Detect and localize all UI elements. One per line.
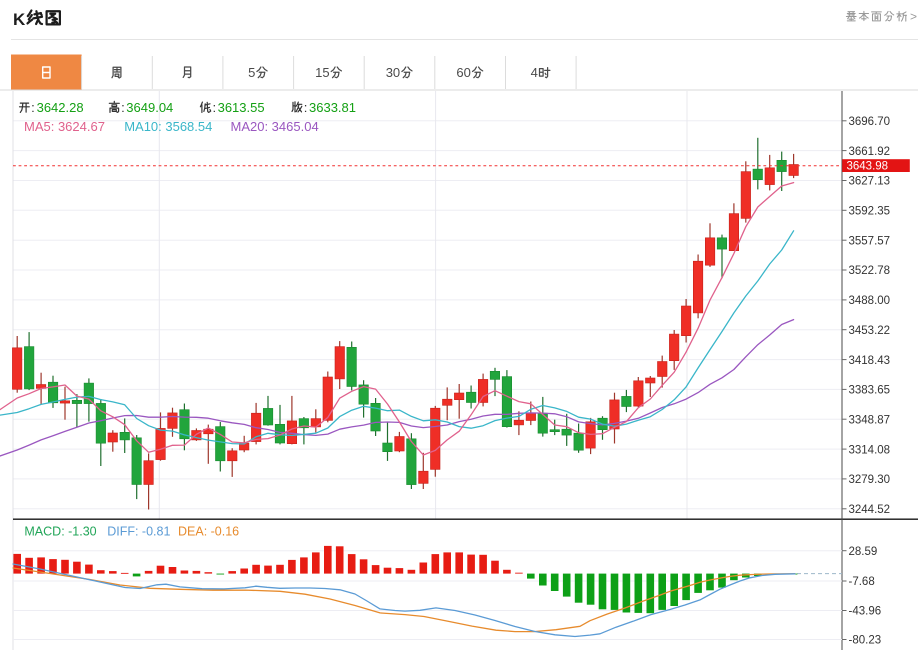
svg-text:MA20: 3465.04: MA20: 3465.04	[231, 119, 319, 134]
svg-text:3522.78: 3522.78	[849, 265, 891, 277]
svg-text:MACD: -1.30: MACD: -1.30	[24, 525, 96, 539]
svg-text::: :	[31, 100, 35, 115]
svg-text:MA5: 3624.67: MA5: 3624.67	[24, 119, 105, 134]
svg-text:-7.68: -7.68	[849, 576, 875, 588]
svg-text::: :	[304, 100, 308, 115]
svg-text:3418.43: 3418.43	[849, 355, 891, 367]
svg-text::: :	[121, 100, 125, 115]
svg-text:3649.04: 3649.04	[126, 100, 173, 115]
svg-text:3661.92: 3661.92	[849, 146, 891, 158]
svg-text:>: >	[910, 10, 917, 24]
svg-text:3244.52: 3244.52	[849, 504, 891, 516]
svg-text:3643.98: 3643.98	[847, 161, 889, 173]
svg-text:3383.65: 3383.65	[849, 385, 891, 397]
svg-text:3488.00: 3488.00	[849, 295, 891, 307]
svg-text:MA10: 3568.54: MA10: 3568.54	[124, 119, 212, 134]
svg-text:-43.96: -43.96	[849, 606, 882, 618]
svg-text:3633.81: 3633.81	[309, 100, 356, 115]
svg-text:3592.35: 3592.35	[849, 206, 891, 218]
svg-text:3557.57: 3557.57	[849, 235, 891, 247]
svg-text:15: 15	[315, 65, 329, 80]
svg-text:5: 5	[248, 65, 255, 80]
svg-text:K: K	[13, 10, 26, 29]
svg-text:DEA: -0.16: DEA: -0.16	[178, 525, 239, 539]
svg-text:DIFF: -0.81: DIFF: -0.81	[107, 525, 170, 539]
svg-text:3627.13: 3627.13	[849, 176, 891, 188]
svg-text::: :	[213, 100, 217, 115]
svg-text:-80.23: -80.23	[849, 635, 882, 647]
svg-text:3696.70: 3696.70	[849, 116, 891, 128]
svg-text:30: 30	[386, 65, 400, 80]
svg-text:3279.30: 3279.30	[849, 474, 891, 486]
svg-text:3613.55: 3613.55	[218, 100, 265, 115]
svg-text:4: 4	[531, 65, 538, 80]
svg-text:3453.22: 3453.22	[849, 325, 891, 337]
svg-text:3348.87: 3348.87	[849, 414, 891, 426]
svg-text:28.59: 28.59	[849, 546, 878, 558]
svg-text:60: 60	[456, 65, 470, 80]
svg-text:3642.28: 3642.28	[37, 100, 84, 115]
svg-text:3314.08: 3314.08	[849, 444, 891, 456]
